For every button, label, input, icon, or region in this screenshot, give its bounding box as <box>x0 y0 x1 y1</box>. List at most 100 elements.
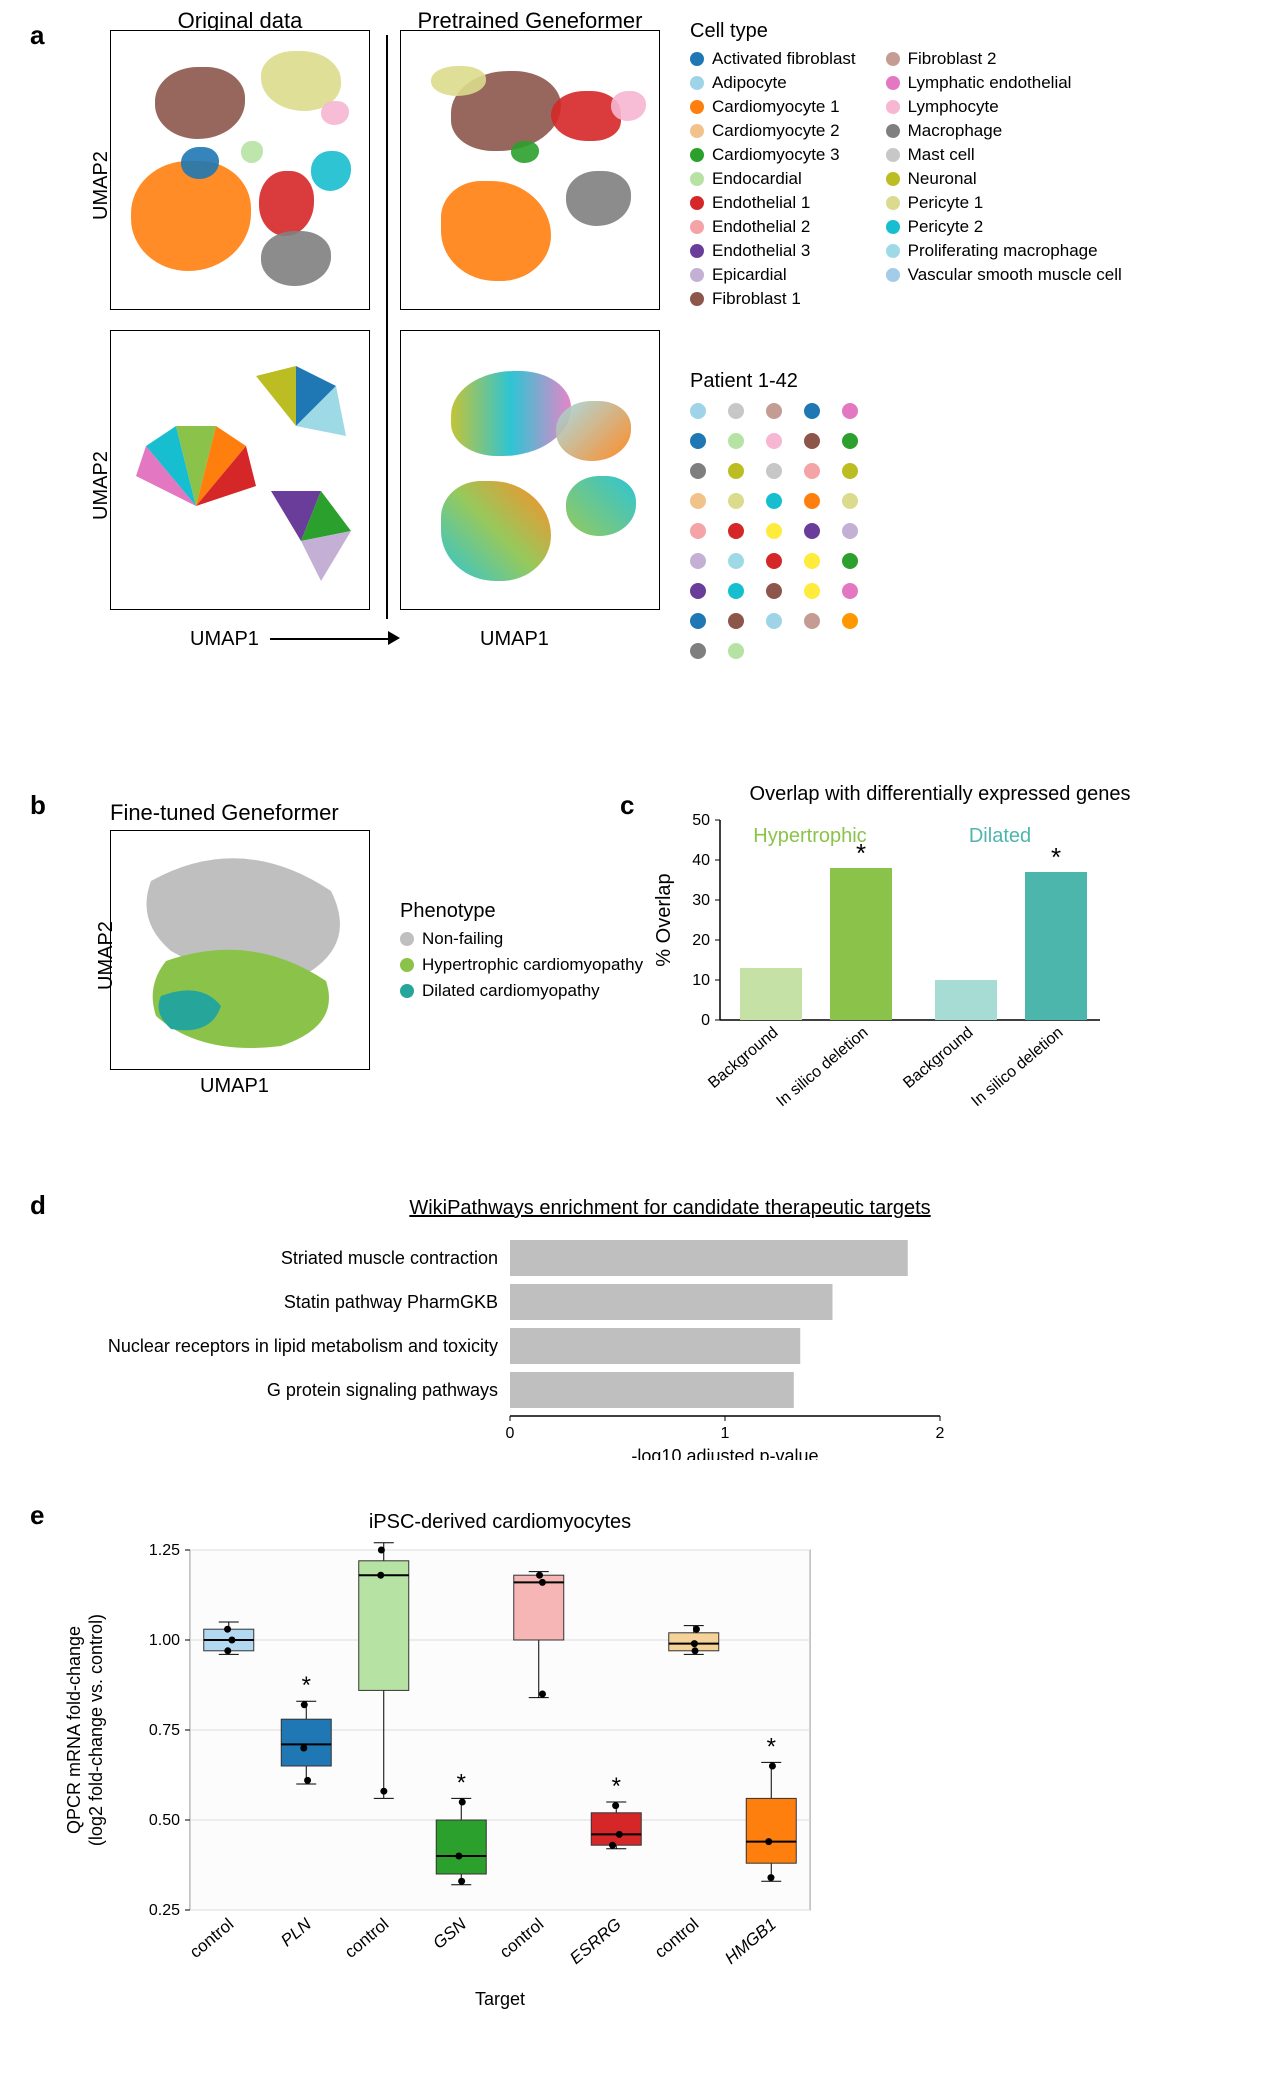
legend-item-label: Endothelial 2 <box>712 217 810 237</box>
svg-text:Target: Target <box>475 1989 525 2009</box>
legend-item-label: Cardiomyocyte 1 <box>712 97 840 117</box>
svg-text:*: * <box>856 838 866 868</box>
legend-dot-icon <box>690 124 704 138</box>
panel-e: e iPSC-derived cardiomyocytes0.250.500.7… <box>20 1500 920 2100</box>
svg-text:ESRRG: ESRRG <box>566 1915 625 1968</box>
legend-celltype-item: Fibroblast 2 <box>886 49 1122 69</box>
svg-text:iPSC-derived cardiomyocytes: iPSC-derived cardiomyocytes <box>369 1511 631 1533</box>
svg-text:GSN: GSN <box>429 1914 470 1953</box>
patient-dot-icon <box>766 613 782 629</box>
svg-text:30: 30 <box>692 892 710 909</box>
svg-text:In silico deletion: In silico deletion <box>773 1024 871 1110</box>
legend-dot-icon <box>886 148 900 162</box>
svg-text:WikiPathways enrichment for ca: WikiPathways enrichment for candidate th… <box>409 1197 930 1219</box>
patient-dot-icon <box>766 553 782 569</box>
legend-dot-icon <box>886 220 900 234</box>
svg-text:Overlap with differentially ex: Overlap with differentially expressed ge… <box>750 783 1131 805</box>
svg-text:In silico deletion: In silico deletion <box>968 1024 1066 1110</box>
legend-item-label: Mast cell <box>908 145 975 165</box>
umap-patient-fan-icon <box>111 331 370 610</box>
svg-text:control: control <box>496 1915 547 1962</box>
patient-dot-icon <box>804 493 820 509</box>
legend-item-label: Hypertrophic cardiomyopathy <box>422 955 643 975</box>
svg-text:HMGB1: HMGB1 <box>721 1915 780 1968</box>
legend-item-label: Pericyte 2 <box>908 217 984 237</box>
legend-dot-icon <box>690 196 704 210</box>
svg-text:control: control <box>651 1915 702 1962</box>
legend-dot-icon <box>886 196 900 210</box>
legend-dot-icon <box>690 220 704 234</box>
legend-item-label: Macrophage <box>908 121 1003 141</box>
legend-dot-icon <box>886 76 900 90</box>
legend-celltype-item: Proliferating macrophage <box>886 241 1122 261</box>
umap-original-celltype <box>110 30 370 310</box>
legend-celltype-item: Endothelial 1 <box>690 193 856 213</box>
svg-text:0.75: 0.75 <box>149 1722 180 1739</box>
svg-text:1: 1 <box>721 1425 730 1442</box>
patient-dot-icon <box>842 613 858 629</box>
patient-dot-icon <box>766 583 782 599</box>
patient-dot-icon <box>728 583 744 599</box>
patient-dot-icon <box>842 553 858 569</box>
legend-celltype-item: Neuronal <box>886 169 1122 189</box>
svg-text:Background: Background <box>900 1024 976 1092</box>
panel-e-label: e <box>30 1500 44 1531</box>
figure-root: a Original data Pretrained Geneformer UM… <box>20 20 1243 740</box>
legend-item-label: Activated fibroblast <box>712 49 856 69</box>
patient-dot-icon <box>690 493 706 509</box>
umap-grid <box>110 30 660 610</box>
panel-b-title: Fine-tuned Geneformer <box>110 800 339 826</box>
legend-patient-title: Patient 1-42 <box>690 370 866 393</box>
legend-dot-icon <box>400 932 414 946</box>
panel-d: d WikiPathways enrichment for candidate … <box>20 1190 1263 1470</box>
legend-dot-icon <box>690 52 704 66</box>
umap-geneformer-patient <box>400 330 660 610</box>
panel-d-chart: WikiPathways enrichment for candidate th… <box>20 1190 1120 1460</box>
legend-celltype-item: Pericyte 1 <box>886 193 1122 213</box>
legend-celltype-item: Pericyte 2 <box>886 217 1122 237</box>
patient-dot-icon <box>690 613 706 629</box>
legend-item-label: Lymphocyte <box>908 97 999 117</box>
svg-text:Statin pathway PharmGKB: Statin pathway PharmGKB <box>284 1292 498 1312</box>
legend-phenotype-item: Non-failing <box>400 929 643 949</box>
patient-dot-icon <box>690 433 706 449</box>
patient-dot-icon <box>728 523 744 539</box>
patient-dot-icon <box>842 463 858 479</box>
legend-dot-icon <box>886 172 900 186</box>
patient-dot-icon <box>766 523 782 539</box>
umap-original-patient <box>110 330 370 610</box>
svg-text:*: * <box>302 1672 311 1699</box>
legend-dot-icon <box>886 268 900 282</box>
panel-a-xaxis-2: UMAP1 <box>480 628 549 651</box>
legend-item-label: Pericyte 1 <box>908 193 984 213</box>
patient-dot-icon <box>690 553 706 569</box>
patient-dot-icon <box>804 523 820 539</box>
svg-text:Hypertrophic: Hypertrophic <box>753 825 866 847</box>
svg-text:Background: Background <box>705 1024 781 1092</box>
panel-a-xaxis-1: UMAP1 <box>190 628 259 651</box>
svg-text:-log10 adjusted p-value: -log10 adjusted p-value <box>631 1446 818 1460</box>
legend-celltype-item: Epicardial <box>690 265 856 285</box>
legend-item-label: Vascular smooth muscle cell <box>908 265 1122 285</box>
legend-dot-icon <box>886 124 900 138</box>
legend-item-label: Cardiomyocyte 2 <box>712 121 840 141</box>
patient-dot-icon <box>690 463 706 479</box>
patient-dot-icon <box>842 433 858 449</box>
svg-text:Striated muscle contraction: Striated muscle contraction <box>281 1248 498 1268</box>
svg-text:1.00: 1.00 <box>149 1632 180 1649</box>
patient-dot-icon <box>804 553 820 569</box>
legend-patient: Patient 1-42 <box>690 370 866 659</box>
legend-celltype-item: Endothelial 2 <box>690 217 856 237</box>
legend-dot-icon <box>690 76 704 90</box>
legend-celltype-item: Adipocyte <box>690 73 856 93</box>
legend-item-label: Dilated cardiomyopathy <box>422 981 600 1001</box>
panel-b-xaxis: UMAP1 <box>200 1075 269 1098</box>
patient-dot-icon <box>804 613 820 629</box>
panel-e-chart: iPSC-derived cardiomyocytes0.250.500.751… <box>20 1500 900 2060</box>
legend-celltype-item: Cardiomyocyte 3 <box>690 145 856 165</box>
patient-dot-icon <box>728 433 744 449</box>
svg-text:20: 20 <box>692 932 710 949</box>
patient-dot-icon <box>804 433 820 449</box>
legend-dot-icon <box>690 148 704 162</box>
svg-text:*: * <box>457 1769 466 1796</box>
